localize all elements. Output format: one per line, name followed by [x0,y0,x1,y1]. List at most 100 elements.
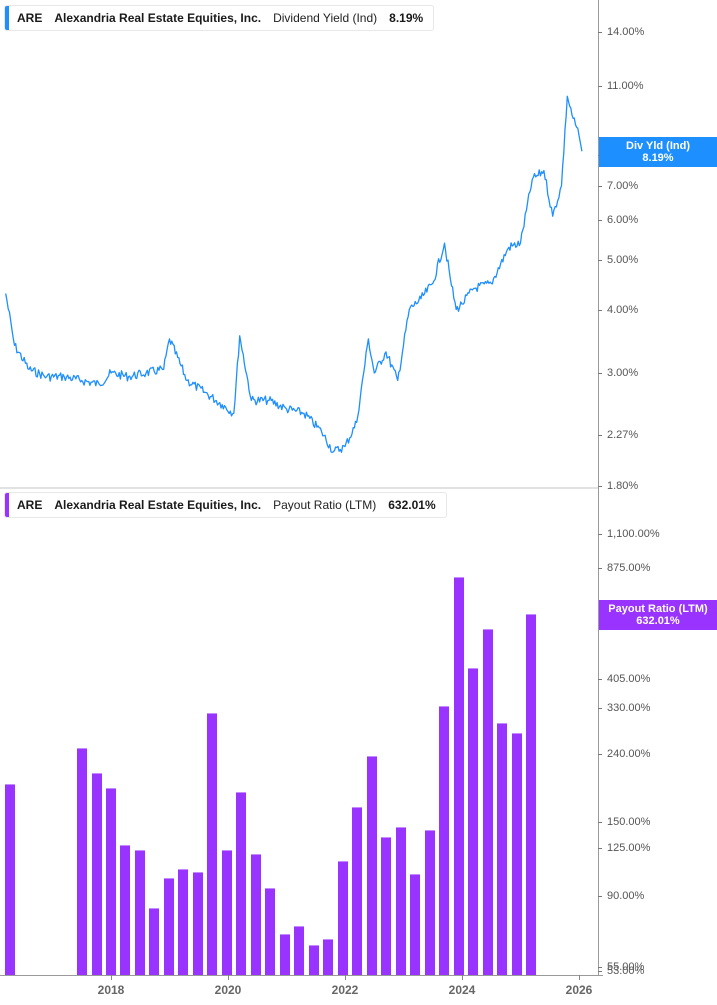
tag-label: Payout Ratio (LTM) [608,603,708,615]
y-axis-tick [598,260,602,261]
y-axis-tick [598,754,602,755]
payout-ratio-bar[interactable] [135,850,145,975]
y-axis-tick [598,534,602,535]
y-axis-label: 1.80% [607,480,639,492]
payout-ratio-bar[interactable] [149,908,159,975]
y-axis-tick [598,310,602,311]
payout-ratio-bar[interactable] [396,827,406,975]
series-color-swatch [5,493,9,517]
metric-name: Dividend Yield (Ind) [273,11,378,25]
payout-ratio-bar[interactable] [439,706,449,975]
y-axis-label: 55.00% [607,961,645,973]
y-axis-tick [598,679,602,680]
payout-ratio-bar[interactable] [309,945,319,975]
y-axis-label: 405.00% [607,673,651,685]
y-axis-tick [598,486,602,487]
y-axis-tick [598,373,602,374]
y-axis-tick [598,435,602,436]
payout-ratio-bar[interactable] [164,878,174,975]
payout-ratio-bar[interactable] [454,577,464,975]
payout-ratio-bar[interactable] [410,874,420,975]
x-axis-line [0,975,603,976]
payout-ratio-bar[interactable] [5,784,15,975]
y-axis-label: 53.00% [607,965,645,977]
y-axis-label: 240.00% [607,748,651,760]
x-axis-label: 2020 [214,983,242,997]
y-axis-label: 3.00% [607,367,639,379]
y-axis-line [598,0,599,976]
payout-ratio-bar[interactable] [381,837,391,975]
payout-ratio-bar[interactable] [512,733,522,975]
company-name: Alexandria Real Estate Equities, Inc. [54,498,262,512]
dividend-yield-line[interactable] [5,95,583,454]
y-axis-label: 1,100.00% [607,528,660,540]
y-axis-tick [598,967,602,968]
x-axis-tick [228,975,229,980]
y-axis-label: 875.00% [607,562,651,574]
y-axis-tick [598,186,602,187]
dividend-yield-value-tag: Div Yld (Ind) 8.19% [599,137,717,167]
payout-ratio-bar[interactable] [526,614,536,975]
metric-value: 632.01% [388,498,436,512]
company-name: Alexandria Real Estate Equities, Inc. [54,11,262,25]
y-axis-label: 7.00% [607,180,639,192]
y-axis-tick [598,848,602,849]
y-axis-tick [598,822,602,823]
y-axis-label: 2.27% [607,429,639,441]
panel-divider[interactable] [0,487,598,489]
series-color-swatch [5,6,9,30]
y-axis-label: 6.00% [607,214,639,226]
y-axis-label: 330.00% [607,702,651,714]
payout-ratio-bar[interactable] [294,926,304,975]
x-axis-label: 2018 [97,983,125,997]
payout-ratio-bar[interactable] [280,934,290,975]
dividend-yield-line-chart[interactable] [0,0,598,488]
y-axis-tick [598,568,602,569]
payout-ratio-bar[interactable] [265,888,275,975]
tag-value: 8.19% [642,152,674,164]
payout-ratio-bar[interactable] [106,788,116,975]
payout-ratio-bar[interactable] [77,748,87,975]
payout-ratio-bar[interactable] [178,869,188,975]
payout-ratio-bar[interactable] [483,629,493,975]
y-axis-tick [598,708,602,709]
y-axis-label: 11.00% [607,80,644,92]
metric-name: Payout Ratio (LTM) [273,498,377,512]
payout-ratio-bar[interactable] [207,713,217,975]
ticker-symbol: ARE [17,498,43,512]
tag-value: 632.01% [636,615,680,627]
payout-ratio-bar[interactable] [92,773,102,975]
y-axis-label: 90.00% [607,890,645,902]
x-axis-tick [111,975,112,980]
payout-ratio-bar[interactable] [425,830,435,975]
y-axis-tick [598,86,602,87]
payout-ratio-bar[interactable] [222,850,232,975]
payout-ratio-bar[interactable] [236,792,246,975]
x-axis-label: 2024 [448,983,476,997]
x-axis-tick [579,975,580,980]
payout-ratio-value-tag: Payout Ratio (LTM) 632.01% [599,600,717,630]
x-axis-label: 2022 [331,983,359,997]
y-axis-tick [598,971,602,972]
ticker-symbol: ARE [17,11,43,25]
payout-ratio-bar[interactable] [323,939,333,975]
payout-ratio-legend[interactable]: ARE Alexandria Real Estate Equities, Inc… [4,492,447,518]
payout-ratio-bar[interactable] [352,807,362,975]
payout-ratio-bar[interactable] [251,854,261,975]
payout-ratio-bar[interactable] [468,668,478,975]
payout-ratio-bar[interactable] [120,845,130,975]
y-axis-label: 5.00% [607,254,639,266]
x-axis-tick [345,975,346,980]
y-axis-label: 125.00% [607,842,651,854]
payout-ratio-bar[interactable] [497,723,507,975]
payout-ratio-bar[interactable] [338,861,348,975]
y-axis-tick [598,896,602,897]
x-axis-label: 2026 [565,983,593,997]
payout-ratio-bar[interactable] [367,756,377,975]
x-axis-tick [462,975,463,980]
y-axis-tick [598,32,602,33]
payout-ratio-bar[interactable] [193,872,203,975]
y-axis-label: 14.00% [607,26,645,38]
metric-value: 8.19% [389,11,424,25]
dividend-yield-legend[interactable]: ARE Alexandria Real Estate Equities, Inc… [4,5,435,31]
